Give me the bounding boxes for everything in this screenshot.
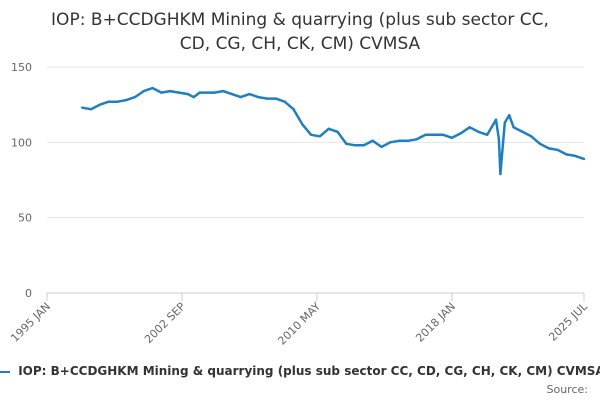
data-point[interactable] (494, 118, 498, 121)
data-point[interactable] (309, 133, 313, 136)
data-point[interactable] (336, 130, 339, 133)
data-point[interactable] (345, 142, 348, 145)
x-tick-label: 2025 JUL (546, 299, 590, 343)
chart-title-line-2: CD, CG, CH, CK, CM) CVMSA (179, 34, 421, 54)
data-point[interactable] (497, 138, 501, 141)
data-point[interactable] (450, 136, 454, 139)
data-point[interactable] (397, 139, 401, 142)
x-tick-label: 2010 MAY (275, 300, 323, 348)
gridlines (47, 66, 584, 294)
data-point[interactable] (371, 139, 374, 142)
data-point[interactable] (230, 92, 234, 96)
data-point[interactable] (257, 95, 260, 99)
data-point[interactable] (89, 108, 93, 111)
data-point[interactable] (547, 147, 550, 150)
data-point[interactable] (192, 95, 195, 99)
legend-series-name: IOP: B+CCDGHKM Mining & quarrying (plus … (18, 364, 600, 378)
series-line-0[interactable] (81, 86, 585, 176)
data-point[interactable] (468, 126, 471, 129)
data-point[interactable] (565, 153, 568, 156)
data-point[interactable] (415, 138, 418, 141)
data-point[interactable] (574, 154, 577, 158)
data-point[interactable] (503, 121, 506, 124)
data-point[interactable] (133, 95, 137, 99)
data-point[interactable] (508, 114, 511, 117)
data-point[interactable] (98, 103, 102, 106)
x-tick-label: 2002 SEP (142, 300, 188, 346)
data-point[interactable] (499, 172, 502, 176)
data-point[interactable] (204, 91, 207, 94)
data-point[interactable] (389, 141, 392, 144)
y-tick-label: 50 (18, 212, 32, 225)
data-point[interactable] (177, 91, 181, 94)
data-point[interactable] (142, 89, 145, 93)
data-point[interactable] (477, 130, 480, 133)
data-point[interactable] (301, 123, 304, 126)
x-tick-label: 1995 JAN (8, 300, 53, 345)
data-point[interactable] (353, 144, 357, 147)
data-point[interactable] (362, 144, 366, 147)
data-point[interactable] (490, 126, 493, 129)
data-point[interactable] (292, 108, 295, 111)
data-point[interactable] (380, 145, 383, 149)
data-point[interactable] (169, 89, 172, 93)
data-point[interactable] (538, 142, 542, 145)
data-point[interactable] (283, 100, 286, 103)
x-axis-ticks: 1995 JAN 2002 SEP 2010 MAY 2018 JAN 2025 JUL (8, 293, 591, 348)
data-point[interactable] (239, 95, 242, 99)
y-tick-label: 100 (11, 136, 32, 149)
data-point[interactable] (265, 97, 269, 100)
series-layer (81, 86, 586, 176)
data-point[interactable] (459, 132, 462, 135)
legend[interactable]: IOP: B+CCDGHKM Mining & quarrying (plus … (0, 364, 600, 382)
data-point[interactable] (198, 91, 201, 94)
data-point[interactable] (107, 100, 110, 103)
data-point[interactable] (81, 106, 84, 109)
data-point[interactable] (406, 139, 410, 142)
y-axis-ticks: 0 50 100 150 (11, 61, 32, 300)
legend-swatch-icon (0, 370, 10, 373)
data-point[interactable] (582, 157, 586, 161)
data-point[interactable] (556, 148, 559, 152)
y-tick-label: 0 (25, 287, 32, 300)
x-tick-label: 2018 JAN (413, 300, 458, 345)
data-point[interactable] (160, 91, 163, 94)
data-point[interactable] (318, 135, 322, 138)
data-point[interactable] (213, 91, 216, 94)
data-point[interactable] (274, 97, 278, 100)
data-point[interactable] (486, 133, 489, 136)
data-point[interactable] (186, 92, 190, 96)
data-point[interactable] (327, 127, 330, 130)
source-label: Source: (546, 383, 589, 396)
chart-title: IOP: B+CCDGHKM Mining & quarrying (plus … (0, 8, 600, 56)
data-point[interactable] (116, 100, 119, 103)
data-point[interactable] (500, 156, 503, 159)
y-tick-label: 150 (11, 61, 32, 74)
data-point[interactable] (441, 133, 445, 136)
data-point[interactable] (221, 89, 225, 93)
data-point[interactable] (530, 135, 533, 138)
chart-title-line-1: IOP: B+CCDGHKM Mining & quarrying (plus … (51, 10, 549, 30)
data-point[interactable] (424, 133, 427, 136)
data-point[interactable] (125, 98, 128, 102)
data-point[interactable] (512, 126, 515, 129)
data-point[interactable] (433, 133, 436, 136)
data-point[interactable] (521, 130, 524, 133)
data-point[interactable] (151, 86, 154, 90)
data-point[interactable] (248, 92, 251, 96)
